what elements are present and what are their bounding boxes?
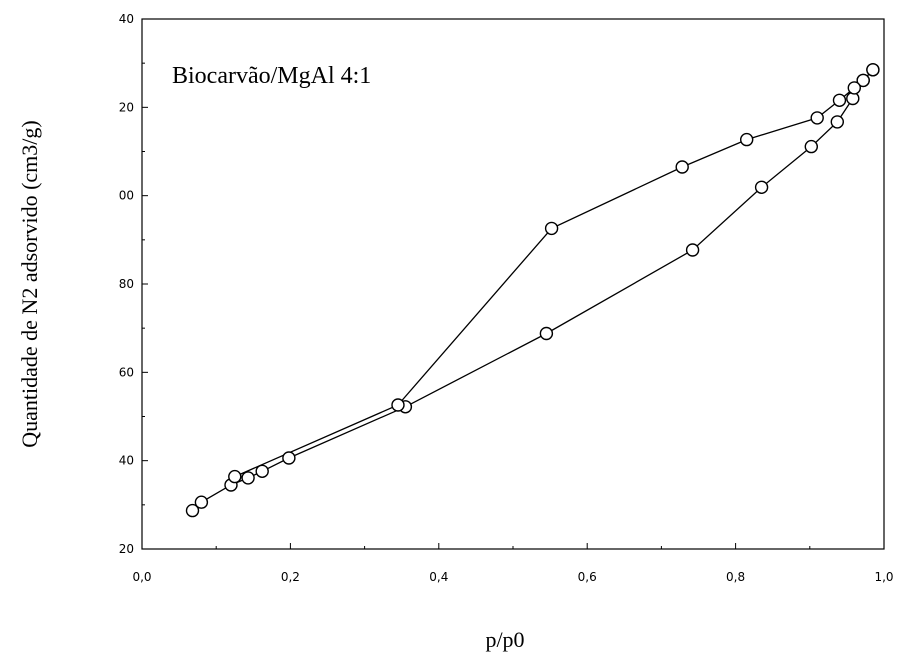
y-tick-label: 80 (119, 277, 134, 291)
series-1-point (539, 326, 554, 341)
series-2-point (740, 132, 754, 147)
series-2-point (847, 81, 861, 95)
y-tick-label: 20 (119, 542, 134, 556)
series-1-point (830, 115, 844, 129)
series-1-point (754, 180, 769, 195)
series-1-point (241, 471, 255, 485)
series-1-point (185, 503, 200, 518)
series-2-point (810, 111, 824, 125)
series-1-point (685, 243, 700, 257)
series-2-point (544, 221, 559, 236)
series-1-line (192, 69, 874, 512)
series-1-point (282, 451, 296, 465)
chart-title: Biocarvão/MgAl 4:1 (172, 63, 371, 89)
series-markers (185, 63, 880, 518)
x-tick-label: 0,6 (578, 570, 597, 584)
series-1-point (255, 464, 269, 478)
series-2-point (856, 73, 870, 88)
y-axis-title: Quantidade de N2 adsorvido (cm3/g) (17, 120, 42, 447)
series-lines (192, 69, 874, 512)
y-tick-label: 00 (119, 189, 134, 203)
x-tick-label: 0,0 (132, 570, 151, 584)
series-2-point (866, 63, 880, 77)
x-tick-label: 0,2 (281, 570, 300, 584)
x-axis-title: p/p0 (485, 627, 524, 652)
y-tick-label: 40 (119, 454, 134, 468)
x-tick-label: 1,0 (874, 570, 893, 584)
series-2-point (832, 93, 847, 108)
x-tick-label: 0,8 (726, 570, 745, 584)
series-2-point (675, 160, 689, 174)
series-2-point (391, 398, 405, 412)
y-tick-label: 20 (119, 100, 134, 114)
series-1-point (194, 495, 209, 509)
x-axis-ticks: 0,0 0,2 0,4 0,6 0,8 1,0 (132, 543, 894, 584)
y-tick-label: 40 (119, 12, 134, 26)
y-tick-label: 60 (119, 365, 134, 379)
series-1-point (804, 139, 818, 154)
x-tick-label: 0,4 (429, 570, 448, 584)
plot-frame (141, 18, 885, 550)
series-2-point (228, 469, 242, 484)
series-2-line (234, 69, 874, 478)
y-axis-ticks: 20 40 60 80 00 20 40 (119, 12, 148, 556)
